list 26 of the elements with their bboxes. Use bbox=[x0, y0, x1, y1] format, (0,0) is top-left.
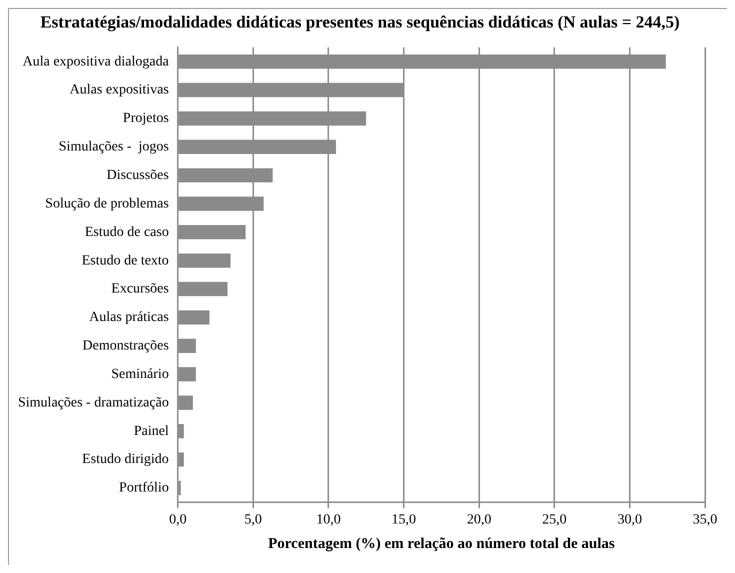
y-tick-label: Discussões bbox=[106, 168, 169, 183]
y-tick-label: Portfólio bbox=[119, 480, 169, 496]
y-tick-label: Aulas práticas bbox=[89, 310, 169, 326]
y-tick-label: Simulações - dramatização bbox=[18, 395, 169, 410]
x-tick-label: 35,0 bbox=[692, 512, 718, 528]
x-tick-label: 0,0 bbox=[169, 512, 187, 528]
y-tick-label: Simulações - jogos bbox=[58, 140, 169, 155]
x-axis-title: Porcentagem (%) em relação ao número total de aulas bbox=[268, 536, 615, 552]
x-tick-label: 15,0 bbox=[392, 512, 416, 528]
y-tick-label: Painel bbox=[134, 424, 169, 439]
x-tick-label: 10,0 bbox=[316, 512, 341, 528]
y-tick-label: Solução de problemas bbox=[45, 196, 169, 212]
y-tick-label: Aula expositiva dialogada bbox=[22, 54, 170, 70]
y-tick-label: Estudo de texto bbox=[82, 253, 169, 268]
x-tick-label: 5,0 bbox=[244, 512, 262, 528]
y-tick-label: Projetos bbox=[122, 111, 169, 126]
x-tick-label: 30,0 bbox=[617, 512, 642, 528]
y-tick-label: Aulas expositivas bbox=[70, 82, 169, 98]
x-tick-label: 20,0 bbox=[466, 512, 492, 528]
y-tick-label: Seminário bbox=[111, 366, 169, 382]
chart-title: Estratatégias/modalidades didáticas presentes nas sequências didáticas (N aulas = 244,5) bbox=[40, 12, 680, 32]
y-tick-label: Estudo dirigido bbox=[82, 452, 169, 468]
y-tick-label: Excursões bbox=[111, 282, 169, 297]
x-tick-label: 25,0 bbox=[542, 512, 567, 528]
y-tick-label: Estudo de caso bbox=[84, 224, 169, 240]
y-tick-label: Demonstrações bbox=[82, 338, 169, 354]
